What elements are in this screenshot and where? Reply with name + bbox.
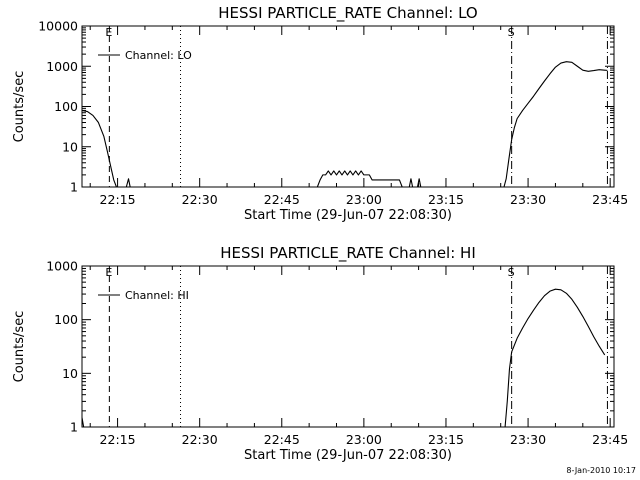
y-tick-label: 100 xyxy=(54,312,78,327)
x-tick-label: 22:45 xyxy=(264,432,300,447)
event-line-label: S xyxy=(508,266,515,279)
x-tick-label: 23:45 xyxy=(592,192,628,207)
data-line-segment xyxy=(416,178,422,188)
x-tick-label: 22:30 xyxy=(182,432,218,447)
event-line-label: S xyxy=(508,26,515,39)
x-tick-label: 22:45 xyxy=(264,192,300,207)
y-tick-label: 10 xyxy=(62,366,78,381)
chart-title: HESSI PARTICLE_RATE Channel: LO xyxy=(218,4,477,23)
y-tick-label: 1 xyxy=(70,180,78,195)
x-tick-label: 23:30 xyxy=(510,192,546,207)
y-tick-label: 100 xyxy=(54,99,78,114)
chart-panel-lo: HESSI PARTICLE_RATE Channel: LO 1 10 100 100… xyxy=(12,4,628,223)
x-tick-label: 22:15 xyxy=(100,192,136,207)
x-tick-label: 23:00 xyxy=(346,192,382,207)
legend-label: Channel: LO xyxy=(125,49,192,62)
x-tick-label: 23:00 xyxy=(346,432,382,447)
data-line-segment xyxy=(503,61,608,188)
x-tick-label: 23:30 xyxy=(510,432,546,447)
y-axis-label: Counts/sec xyxy=(12,311,27,383)
event-line-label: E xyxy=(105,266,112,279)
y-tick-label: 1 xyxy=(70,420,78,435)
x-axis-label: Start Time (29-Jun-07 22:08:30) xyxy=(244,448,452,463)
chart-panel-hi: HESSI PARTICLE_RATE Channel: HI 1 10 100 100… xyxy=(12,244,628,463)
y-tick-label: 10000 xyxy=(38,19,78,34)
x-axis-label: Start Time (29-Jun-07 22:08:30) xyxy=(244,208,452,223)
timestamp: 8-Jan-2010 10:17 xyxy=(566,466,636,475)
x-tick-label: 23:45 xyxy=(592,432,628,447)
legend-label: Channel: HI xyxy=(125,289,189,302)
y-axis-label: Counts/sec xyxy=(12,71,27,143)
x-tick-label: 22:30 xyxy=(182,192,218,207)
event-line-label: E xyxy=(105,26,112,39)
data-line-segment xyxy=(125,178,131,188)
x-tick-label: 23:15 xyxy=(428,192,464,207)
y-tick-label: 1000 xyxy=(46,59,78,74)
data-line-segment xyxy=(408,178,414,188)
data-line-segment xyxy=(81,109,117,188)
x-tick-label: 23:15 xyxy=(428,432,464,447)
data-line-segment xyxy=(504,288,606,428)
chart-title: HESSI PARTICLE_RATE Channel: HI xyxy=(220,244,476,263)
data-line-segment xyxy=(81,417,85,428)
x-tick-label: 22:15 xyxy=(100,432,136,447)
y-tick-label: 10 xyxy=(62,139,78,154)
data-line-segment xyxy=(316,170,403,188)
plot-frame xyxy=(81,265,615,428)
y-tick-label: 1000 xyxy=(46,259,78,274)
